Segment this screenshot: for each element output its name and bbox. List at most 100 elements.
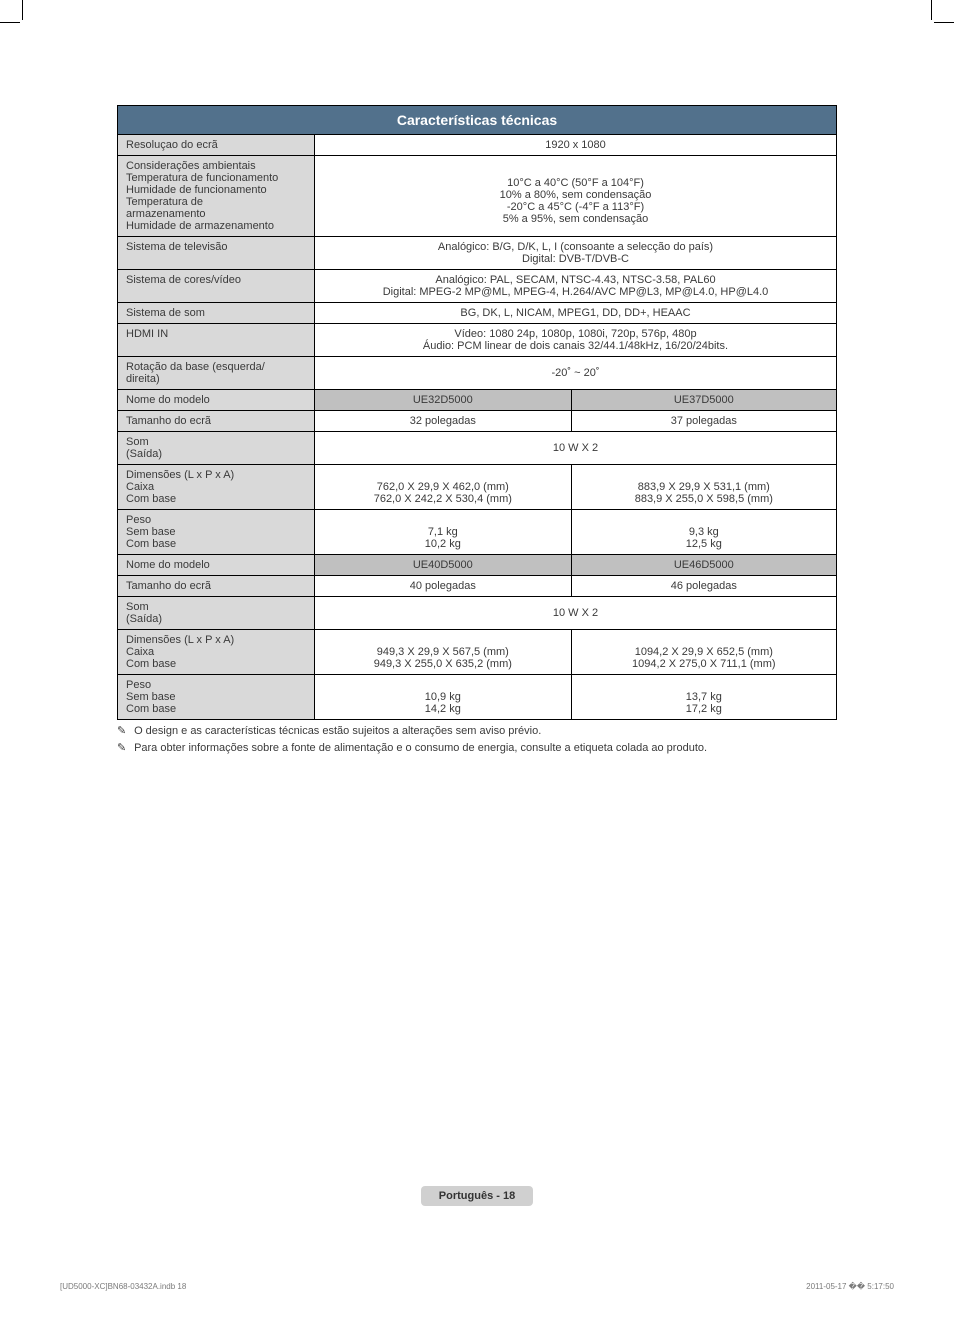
row-label: Dimensões (L x P x A) Caixa Com base: [118, 630, 315, 675]
value-line: 7,1 kg: [323, 526, 563, 538]
row-value: Analógico: B/G, D/K, L, I (consoante a s…: [315, 237, 837, 270]
model-header: UE40D5000: [315, 555, 572, 576]
footnote: ✎ O design e as características técnicas…: [117, 724, 837, 737]
label-line: Som: [126, 601, 306, 613]
value-line: Vídeo: 1080 24p, 1080p, 1080i, 720p, 576…: [323, 328, 828, 340]
note-icon: ✎: [117, 724, 131, 737]
row-value: 9,3 kg 12,5 kg: [571, 510, 836, 555]
label-line: Sem base: [126, 526, 306, 538]
page-footer: Português - 18: [0, 1186, 954, 1206]
row-value: BG, DK, L, NICAM, MPEG1, DD, DD+, HEAAC: [315, 303, 837, 324]
value-line: 883,9 X 255,0 X 598,5 (mm): [580, 493, 828, 505]
label-line: (Saída): [126, 448, 306, 460]
meta-left: [UD5000-XC]BN68-03432A.indb 18: [60, 1282, 186, 1291]
row-value: 1094,2 X 29,9 X 652,5 (mm) 1094,2 X 275,…: [571, 630, 836, 675]
label-line: Som: [126, 436, 306, 448]
value-line: Digital: DVB-T/DVB-C: [323, 253, 828, 265]
footnote: ✎ Para obter informações sobre a fonte d…: [117, 741, 837, 754]
model-header: UE32D5000: [315, 390, 572, 411]
section-title: Características técnicas: [117, 105, 837, 134]
row-label: Considerações ambientais Temperatura de …: [118, 156, 315, 237]
row-label: Tamanho do ecrã: [118, 411, 315, 432]
value-line: 10,9 kg: [323, 691, 563, 703]
value-line: -20°C a 45°C (-4°F a 113°F): [323, 201, 828, 213]
row-value: -20˚ ~ 20˚: [315, 357, 837, 390]
row-value: 13,7 kg 17,2 kg: [571, 675, 836, 720]
table-row: Peso Sem base Com base 10,9 kg 14,2 kg 1…: [118, 675, 837, 720]
label-line: Considerações ambientais: [126, 160, 306, 172]
row-label: Som (Saída): [118, 432, 315, 465]
label-line: Com base: [126, 703, 306, 715]
footnote-text: O design e as características técnicas e…: [134, 725, 541, 737]
table-row: Sistema de cores/vídeo Analógico: PAL, S…: [118, 270, 837, 303]
value-line: 1094,2 X 275,0 X 711,1 (mm): [580, 658, 828, 670]
label-line: (Saída): [126, 613, 306, 625]
value-line: 9,3 kg: [580, 526, 828, 538]
value-line: 949,3 X 29,9 X 567,5 (mm): [323, 646, 563, 658]
table-row: Sistema de som BG, DK, L, NICAM, MPEG1, …: [118, 303, 837, 324]
crop-mark: [934, 22, 954, 23]
model-header: UE46D5000: [571, 555, 836, 576]
row-value: 883,9 X 29,9 X 531,1 (mm) 883,9 X 255,0 …: [571, 465, 836, 510]
label-line: Temperatura de funcionamento: [126, 172, 306, 184]
table-row: Dimensões (L x P x A) Caixa Com base 762…: [118, 465, 837, 510]
label-line: Com base: [126, 658, 306, 670]
value-line: 12,5 kg: [580, 538, 828, 550]
value-line: Digital: MPEG-2 MP@ML, MPEG-4, H.264/AVC…: [323, 286, 828, 298]
table-row: Rotação da base (esquerda/ direita) -20˚…: [118, 357, 837, 390]
table-row: Sistema de televisão Analógico: B/G, D/K…: [118, 237, 837, 270]
value-line: Analógico: B/G, D/K, L, I (consoante a s…: [323, 241, 828, 253]
row-label: Dimensões (L x P x A) Caixa Com base: [118, 465, 315, 510]
label-line: direita): [126, 373, 306, 385]
label-line: Dimensões (L x P x A): [126, 634, 306, 646]
value-line: 13,7 kg: [580, 691, 828, 703]
row-value: Analógico: PAL, SECAM, NTSC-4.43, NTSC-3…: [315, 270, 837, 303]
value-line: 5% a 95%, sem condensação: [323, 213, 828, 225]
value-line: Analógico: PAL, SECAM, NTSC-4.43, NTSC-3…: [323, 274, 828, 286]
meta-right: 2011-05-17 �� 5:17:50: [806, 1282, 894, 1291]
table-row: Som (Saída) 10 W X 2: [118, 432, 837, 465]
row-value: 10°C a 40°C (50°F a 104°F) 10% a 80%, se…: [315, 156, 837, 237]
label-line: Dimensões (L x P x A): [126, 469, 306, 481]
label-line: Sem base: [126, 691, 306, 703]
spec-table: Resoluçao do ecrã 1920 x 1080 Consideraç…: [117, 134, 837, 720]
value-line: 10,2 kg: [323, 538, 563, 550]
row-value: 7,1 kg 10,2 kg: [315, 510, 572, 555]
row-value: 10 W X 2: [315, 432, 837, 465]
value-line: 762,0 X 29,9 X 462,0 (mm): [323, 481, 563, 493]
crop-mark: [931, 0, 932, 20]
row-label: Sistema de cores/vídeo: [118, 270, 315, 303]
table-row: Tamanho do ecrã 32 polegadas 37 polegada…: [118, 411, 837, 432]
label-line: Com base: [126, 493, 306, 505]
label-line: Com base: [126, 538, 306, 550]
row-label: Peso Sem base Com base: [118, 510, 315, 555]
row-value: 1920 x 1080: [315, 135, 837, 156]
page-body: Características técnicas Resoluçao do ec…: [117, 0, 837, 754]
print-metadata: [UD5000-XC]BN68-03432A.indb 18 2011-05-1…: [60, 1282, 894, 1291]
row-label: HDMI IN: [118, 324, 315, 357]
value-line: 14,2 kg: [323, 703, 563, 715]
label-line: Caixa: [126, 646, 306, 658]
row-label: Peso Sem base Com base: [118, 675, 315, 720]
model-header: UE37D5000: [571, 390, 836, 411]
row-label: Nome do modelo: [118, 555, 315, 576]
value-line: 1094,2 X 29,9 X 652,5 (mm): [580, 646, 828, 658]
row-value: 10 W X 2: [315, 597, 837, 630]
label-line: Humidade de funcionamento: [126, 184, 306, 196]
row-label: Sistema de televisão: [118, 237, 315, 270]
row-value: 40 polegadas: [315, 576, 572, 597]
value-line: 762,0 X 242,2 X 530,4 (mm): [323, 493, 563, 505]
value-line: 10°C a 40°C (50°F a 104°F): [323, 177, 828, 189]
row-value: 10,9 kg 14,2 kg: [315, 675, 572, 720]
row-label: Resoluçao do ecrã: [118, 135, 315, 156]
row-value: 762,0 X 29,9 X 462,0 (mm) 762,0 X 242,2 …: [315, 465, 572, 510]
table-row: Nome do modelo UE32D5000 UE37D5000: [118, 390, 837, 411]
label-line: Peso: [126, 679, 306, 691]
table-row: Nome do modelo UE40D5000 UE46D5000: [118, 555, 837, 576]
row-label: Tamanho do ecrã: [118, 576, 315, 597]
row-value: 46 polegadas: [571, 576, 836, 597]
table-row: Considerações ambientais Temperatura de …: [118, 156, 837, 237]
table-row: HDMI IN Vídeo: 1080 24p, 1080p, 1080i, 7…: [118, 324, 837, 357]
label-line: Humidade de armazenamento: [126, 220, 306, 232]
label-line: armazenamento: [126, 208, 306, 220]
